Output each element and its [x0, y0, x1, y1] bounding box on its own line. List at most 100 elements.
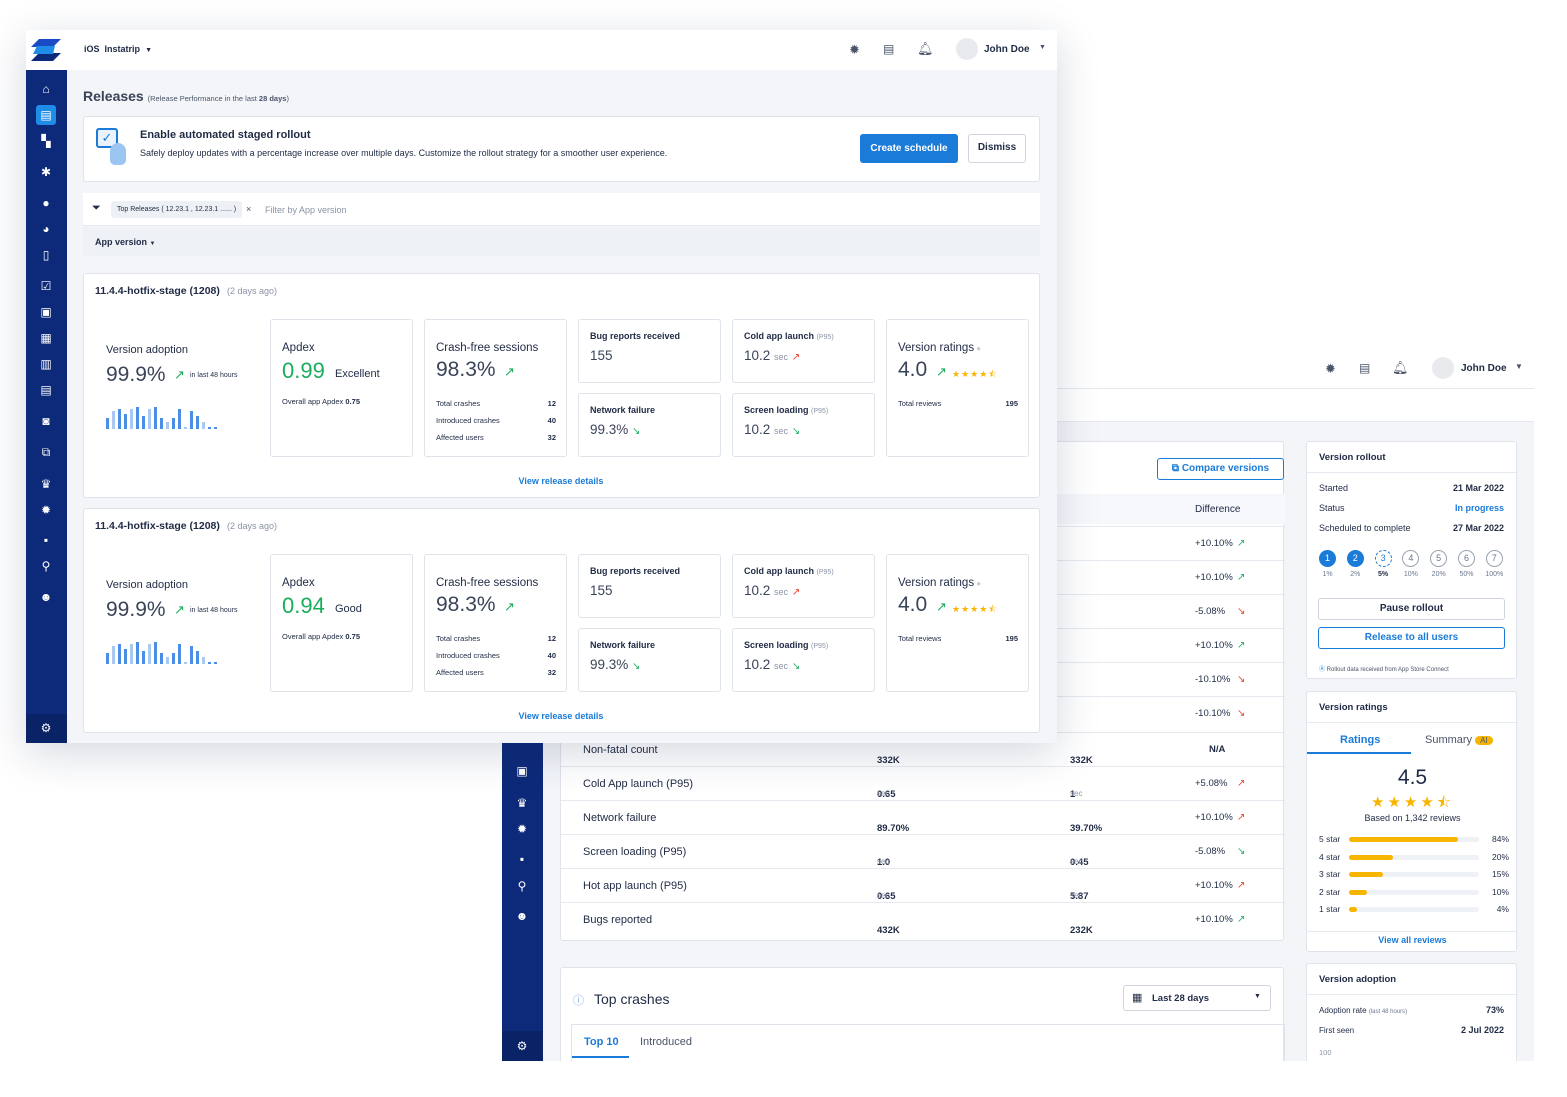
release-name[interactable]: 11.4.4-hotfix-stage (1208) — [95, 285, 220, 297]
server-icon[interactable]: ▤ — [40, 383, 52, 397]
filter-input[interactable]: Filter by App version — [265, 205, 347, 215]
location-icon[interactable]: ⚲ — [41, 559, 51, 573]
unit-label: sec — [1070, 789, 1083, 798]
location-icon[interactable]: ⚲ — [517, 879, 527, 893]
crash-stat-value: 12 — [547, 399, 556, 408]
arrow-up-icon: ↗ — [791, 587, 801, 598]
avatar[interactable] — [1432, 357, 1454, 379]
info-icon: ● — [974, 579, 982, 588]
chip-close-icon[interactable]: × — [246, 204, 252, 214]
crash-free-card: Crash-free sessions 98.3% ↗ Total crashes 12… — [424, 319, 567, 457]
crash-free-value: 98.3% — [436, 593, 496, 616]
network-icon[interactable]: ▥ — [40, 357, 52, 371]
avatar[interactable] — [956, 38, 978, 60]
group-bar: App version ▼ — [83, 227, 1040, 256]
sparkline-bar — [178, 644, 181, 664]
bell-icon[interactable]: 🔔︎ — [917, 41, 934, 56]
home-icon[interactable]: ⌂ — [42, 82, 50, 96]
device-icon[interactable]: ▯ — [42, 248, 50, 262]
crown-icon[interactable]: ♛ — [516, 796, 528, 810]
user-name[interactable]: John Doe — [984, 44, 1030, 55]
compare-versions-button[interactable]: ⧉ Compare versions — [1157, 458, 1284, 480]
screen-loading-card: Screen loading (P95) 10.2 sec ↘ — [732, 393, 875, 457]
filter-chip[interactable]: Top Releases ( 12.23.1 , 12.23.1 ...... … — [111, 201, 243, 218]
arrow-up-icon: ↗ — [791, 352, 801, 363]
bug-icon[interactable]: ✹ — [516, 822, 528, 836]
tab-introduced[interactable]: Introduced — [640, 1036, 692, 1048]
release-name[interactable]: 11.4.4-hotfix-stage (1208) — [95, 520, 220, 532]
chevron-down-icon[interactable]: ▼ — [1515, 362, 1523, 371]
adoption-label: Version adoption — [106, 344, 188, 356]
subtitle-pre: (Release Performance in the last — [147, 94, 259, 103]
date-range-select[interactable]: ▦ Last 28 days ▼ — [1123, 985, 1271, 1011]
view-all-reviews-link[interactable]: View all reviews — [1378, 935, 1447, 945]
rollout-step: 4 — [1402, 550, 1420, 567]
arrow-up-icon: ↗ — [1237, 640, 1246, 651]
crash-free-card: Crash-free sessions 98.3% ↗ Total crashes 12… — [424, 554, 567, 692]
metric-name: Hot app launch (P95) — [583, 880, 687, 892]
team-icon[interactable]: ☻ — [39, 590, 53, 604]
rating-bar-fill — [1349, 889, 1367, 895]
dismiss-button[interactable]: Dismiss — [968, 134, 1026, 163]
gauge-icon[interactable]: ◕ — [42, 222, 50, 236]
cold-launch-card-label: Cold app launch — [744, 566, 815, 576]
bug-reports-card-title: Bug reports received — [590, 331, 680, 341]
gear-icon[interactable]: ✹ — [1325, 361, 1336, 376]
document-icon[interactable]: ▤ — [1359, 361, 1371, 375]
app-switcher[interactable]: iOS Instatrip ▼ — [84, 44, 152, 54]
tab-top10[interactable]: Top 10 — [572, 1025, 629, 1058]
feedback-icon[interactable]: ▪ — [519, 852, 525, 866]
team-icon[interactable]: ☻ — [515, 909, 529, 923]
cold-launch-card-label: Cold app launch — [744, 331, 815, 341]
info-icon: ⓘ — [573, 995, 584, 1007]
divider — [1307, 994, 1518, 995]
cold-launch-card-number: 10.2 — [744, 583, 771, 598]
bell-icon[interactable]: 🔔︎ — [1392, 360, 1409, 375]
view-release-details-link[interactable]: View release details — [518, 476, 604, 486]
crown-icon[interactable]: ♛ — [40, 477, 52, 491]
document-icon[interactable]: ▤ — [883, 42, 895, 56]
release-all-button[interactable]: Release to all users — [1318, 627, 1505, 649]
screen-icon[interactable]: ◙ — [42, 414, 50, 428]
checklist-icon[interactable]: ☑ — [40, 279, 52, 293]
apdex-word: Good — [335, 603, 362, 615]
grid-icon[interactable]: ▦ — [40, 331, 52, 345]
rollout-steps: 1 1% 2 2% 3 5% 4 10% 5 20% 6 50% 7 100% — [1319, 550, 1509, 590]
launch-icon[interactable]: ▣ — [40, 305, 52, 319]
crash-icon[interactable]: ● — [42, 196, 50, 210]
gear-icon[interactable]: ✹ — [849, 42, 860, 57]
pause-rollout-button[interactable]: Pause rollout — [1318, 598, 1505, 620]
started-value: 21 Mar 2022 — [1452, 483, 1504, 493]
adoption-rate-value: 73% — [1485, 1005, 1504, 1015]
status-value: In progress — [1454, 503, 1504, 513]
rating-label: 4 star — [1319, 851, 1341, 862]
ratings-card: Version ratings ● 4.0 ↗ ★★★★⯪ Total reviews 1… — [886, 554, 1029, 692]
sparkline-bar — [106, 418, 109, 429]
apdex-overall: Overall app Apdex 0.75 — [282, 397, 360, 406]
bug-icon[interactable]: ✱ — [40, 165, 52, 179]
back-settings-area: ⚙ — [502, 1031, 543, 1061]
tab-ratings[interactable]: Ratings — [1307, 724, 1411, 754]
settings-icon[interactable]: ⚙ — [516, 1039, 528, 1053]
filter-icon: ⏷ — [92, 202, 101, 214]
bug-report-icon[interactable]: ✹ — [40, 503, 52, 517]
bug-reports-card-label: Bug reports received — [590, 331, 681, 341]
user-name[interactable]: John Doe — [1461, 363, 1507, 374]
calendar-icon: ▦ — [1132, 992, 1143, 1004]
front-topbar: iOS Instatrip ▼ ✹ ▤ 🔔︎ John Doe ▼ — [67, 30, 1057, 70]
releases-icon[interactable]: ▤ — [36, 105, 56, 125]
create-schedule-button[interactable]: Create schedule — [860, 134, 958, 163]
app-version-dropdown[interactable]: App version ▼ — [95, 237, 155, 247]
sparkline-bar — [136, 407, 139, 429]
view-release-details-link[interactable]: View release details — [518, 711, 604, 721]
rating-bar-track — [1349, 854, 1479, 860]
copy-icon[interactable]: ▣ — [516, 764, 528, 778]
tab-summary[interactable]: Summary AI — [1425, 734, 1493, 746]
sparkline-bar — [202, 657, 205, 664]
copy-icon[interactable]: ⧉ — [41, 445, 51, 459]
crash-free-value: 98.3% — [436, 358, 496, 381]
layers-icon[interactable]: ▚ — [41, 134, 51, 148]
chevron-down-icon[interactable]: ▼ — [1039, 44, 1046, 51]
settings-icon[interactable]: ⚙ — [40, 721, 52, 735]
feedback-icon[interactable]: ▪ — [43, 533, 49, 547]
